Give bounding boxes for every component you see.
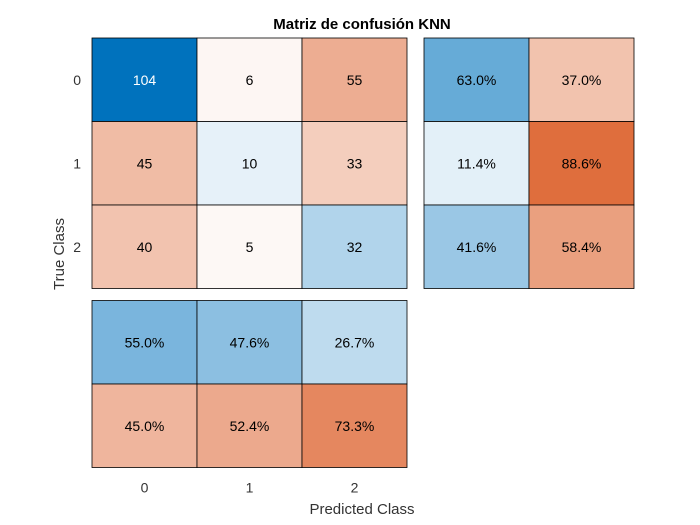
x-tick-label: 0: [141, 480, 149, 496]
matrix-cell: [301, 204, 408, 289]
x-axis-label: Predicted Class: [309, 501, 414, 518]
matrix-cell-value: 40: [137, 239, 153, 255]
column-summary-cell: [91, 383, 198, 468]
row-summary-value: 88.6%: [562, 155, 602, 171]
x-tick-label: 2: [351, 480, 359, 496]
y-tick-label: 2: [73, 239, 81, 255]
column-summary-value: 47.6%: [230, 334, 270, 350]
matrix-cell-value: 104: [133, 72, 157, 88]
row-summary-cell: [528, 121, 635, 206]
y-axis-label: True Class: [51, 218, 68, 290]
matrix-cell-value: 45: [137, 155, 153, 171]
row-summary-value: 63.0%: [457, 72, 497, 88]
column-summary-cell: [196, 383, 303, 468]
column-summary-cell: [196, 300, 303, 385]
column-summary-value: 55.0%: [125, 334, 165, 350]
matrix-cell-value: 32: [347, 239, 363, 255]
matrix-cell-value: 10: [242, 155, 258, 171]
matrix-cell: [91, 37, 198, 122]
matrix-cell: [91, 121, 198, 206]
matrix-cell-value: 55: [347, 72, 363, 88]
row-summary-cell: [423, 204, 530, 289]
column-summary-value: 52.4%: [230, 418, 270, 434]
y-tick-label: 0: [73, 72, 81, 88]
y-tick-label: 1: [73, 155, 81, 171]
confusion-matrix: 104 6 55 45 10 33 40 5 32: [91, 37, 408, 289]
matrix-cell: [196, 204, 303, 289]
chart-title: Matriz de confusión KNN: [273, 16, 451, 33]
x-tick-label: 1: [246, 480, 254, 496]
row-summary-value: 58.4%: [562, 239, 602, 255]
row-summary: 63.0% 37.0% 11.4% 88.6% 41.6% 58.4%: [423, 37, 635, 289]
column-summary: 55.0% 45.0% 47.6% 52.4% 26.7% 73.3%: [91, 300, 408, 468]
matrix-cell-value: 5: [246, 239, 254, 255]
matrix-cell: [301, 121, 408, 206]
row-summary-cell: [528, 37, 635, 122]
row-summary-value: 11.4%: [457, 155, 496, 171]
column-summary-value: 45.0%: [125, 418, 165, 434]
column-summary-value: 73.3%: [335, 418, 375, 434]
matrix-cell-value: 33: [347, 155, 363, 171]
matrix-cell-value: 6: [246, 72, 254, 88]
matrix-cell: [91, 204, 198, 289]
matrix-cell: [196, 121, 303, 206]
column-summary-cell: [301, 383, 408, 468]
row-summary-cell: [423, 37, 530, 122]
row-summary-value: 41.6%: [457, 239, 497, 255]
tick-labels: 0 0 1 1 2 2: [73, 72, 358, 496]
column-summary-cell: [91, 300, 198, 385]
row-summary-cell: [528, 204, 635, 289]
matrix-cell: [301, 37, 408, 122]
matrix-cell: [196, 37, 303, 122]
column-summary-cell: [301, 300, 408, 385]
row-summary-cell: [423, 121, 530, 206]
row-summary-value: 37.0%: [562, 72, 602, 88]
column-summary-value: 26.7%: [335, 334, 375, 350]
